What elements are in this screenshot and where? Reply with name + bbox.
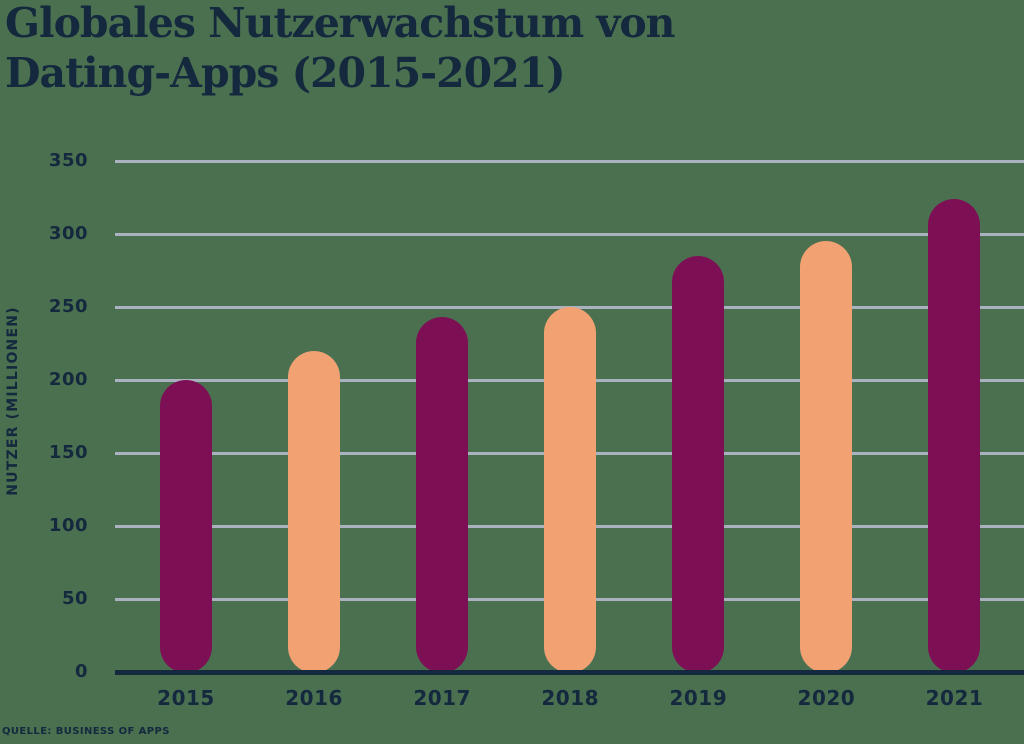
y-tick-label-250: 250 <box>48 296 88 317</box>
y-tick-label-300: 300 <box>48 223 88 244</box>
gridline-300 <box>115 232 1024 236</box>
x-tick-label-2015: 2015 <box>157 686 215 710</box>
source-attribution: QUELLE: BUSINESS OF APPS <box>2 726 170 737</box>
chart-title-line-1: Globales Nutzerwachstum von <box>5 0 675 47</box>
x-tick-label-2020: 2020 <box>797 686 856 710</box>
bar-2018 <box>544 307 597 673</box>
y-tick-label-150: 150 <box>48 442 88 463</box>
bar-2017 <box>416 317 469 673</box>
y-tick-label-50: 50 <box>61 588 88 609</box>
y-tick-label-100: 100 <box>48 515 88 536</box>
x-tick-label-2018: 2018 <box>541 686 600 710</box>
bar-2015 <box>160 380 212 673</box>
x-tick-label-2017: 2017 <box>413 686 471 710</box>
y-axis-title: NUTZER (MILLIONEN) <box>5 306 21 496</box>
x-tick-label-2019: 2019 <box>669 686 728 710</box>
x-tick-label-2016: 2016 <box>285 686 343 710</box>
y-tick-label-350: 350 <box>48 150 88 171</box>
chart-title-line-2: Dating-Apps (2015-2021) <box>5 49 566 97</box>
y-tick-label-200: 200 <box>48 369 88 390</box>
x-axis-line <box>115 670 1024 675</box>
bar-2019 <box>672 255 725 673</box>
x-tick-label-2021: 2021 <box>925 686 984 710</box>
gridline-350 <box>115 159 1024 163</box>
chart-title: Globales Nutzerwachstum von Dating-Apps … <box>5 0 785 98</box>
y-tick-label-0: 0 <box>74 661 88 682</box>
bar-2021 <box>928 198 981 673</box>
bar-2016 <box>288 350 341 673</box>
bar-2020 <box>800 241 853 673</box>
